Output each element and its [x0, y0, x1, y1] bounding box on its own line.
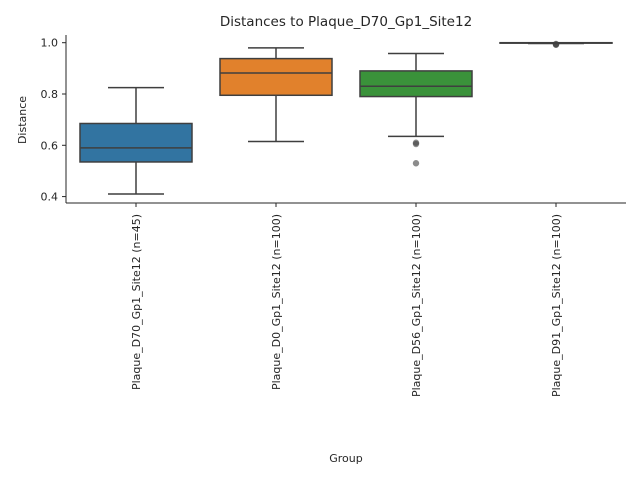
x-axis-label: Group: [329, 452, 363, 465]
y-tick-label: 0.8: [41, 88, 59, 101]
outlier-point: [412, 140, 420, 148]
y-tick-label: 0.6: [41, 139, 59, 152]
box-group: [499, 40, 613, 48]
plot-area: [79, 40, 613, 195]
x-axis-ticks: Plaque_D70_Gp1_Site12 (n=45) Plaque_D0_Gp…: [130, 203, 563, 397]
y-tick-label: 1.0: [41, 37, 59, 50]
outlier-point: [552, 41, 560, 48]
box: [79, 122, 193, 163]
y-axis-ticks: 0.4 0.6 0.8 1.0: [41, 37, 66, 204]
chart-title: Distances to Plaque_D70_Gp1_Site12: [220, 14, 472, 30]
outlier-point: [412, 160, 420, 167]
box: [359, 70, 473, 98]
box-group: [359, 52, 473, 167]
x-tick-label: Plaque_D91_Gp1_Site12 (n=100): [550, 214, 563, 397]
x-tick-label: Plaque_D70_Gp1_Site12 (n=45): [130, 214, 143, 390]
x-tick-label: Plaque_D56_Gp1_Site12 (n=100): [410, 214, 423, 397]
box: [219, 57, 333, 97]
box-group: [219, 47, 333, 143]
y-tick-label: 0.4: [41, 191, 59, 204]
x-tick-label: Plaque_D0_Gp1_Site12 (n=100): [270, 214, 283, 390]
box-group: [79, 86, 193, 195]
y-axis-label: Distance: [16, 96, 29, 144]
